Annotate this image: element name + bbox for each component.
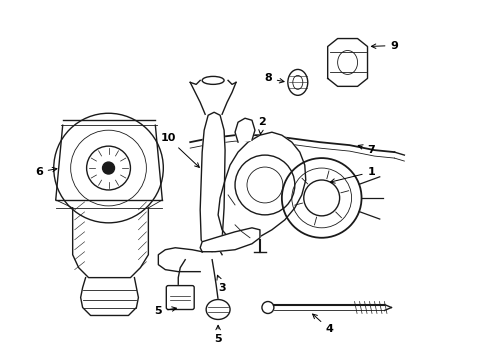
Polygon shape bbox=[200, 228, 260, 252]
Text: 3: 3 bbox=[217, 275, 226, 293]
Polygon shape bbox=[158, 248, 202, 272]
FancyBboxPatch shape bbox=[166, 285, 194, 310]
Polygon shape bbox=[328, 39, 368, 86]
Ellipse shape bbox=[206, 300, 230, 319]
Circle shape bbox=[235, 155, 295, 215]
Polygon shape bbox=[218, 132, 306, 242]
Ellipse shape bbox=[202, 76, 224, 84]
Polygon shape bbox=[235, 118, 255, 142]
Text: 5: 5 bbox=[214, 325, 222, 345]
Polygon shape bbox=[81, 278, 138, 315]
Circle shape bbox=[304, 180, 340, 216]
Text: 2: 2 bbox=[258, 117, 266, 134]
Text: 9: 9 bbox=[371, 41, 398, 50]
Circle shape bbox=[262, 302, 274, 314]
Ellipse shape bbox=[288, 69, 308, 95]
Circle shape bbox=[54, 113, 163, 223]
Circle shape bbox=[87, 146, 130, 190]
Text: 8: 8 bbox=[264, 73, 284, 84]
Text: 1: 1 bbox=[330, 167, 375, 183]
Polygon shape bbox=[200, 112, 225, 252]
Polygon shape bbox=[73, 208, 148, 278]
Circle shape bbox=[282, 158, 362, 238]
Text: 4: 4 bbox=[313, 314, 334, 334]
Text: 10: 10 bbox=[161, 133, 199, 167]
Text: 6: 6 bbox=[35, 167, 57, 177]
Ellipse shape bbox=[338, 50, 358, 75]
Ellipse shape bbox=[293, 75, 303, 89]
Circle shape bbox=[102, 162, 115, 174]
Text: 5: 5 bbox=[154, 306, 176, 316]
Text: 7: 7 bbox=[358, 145, 375, 155]
